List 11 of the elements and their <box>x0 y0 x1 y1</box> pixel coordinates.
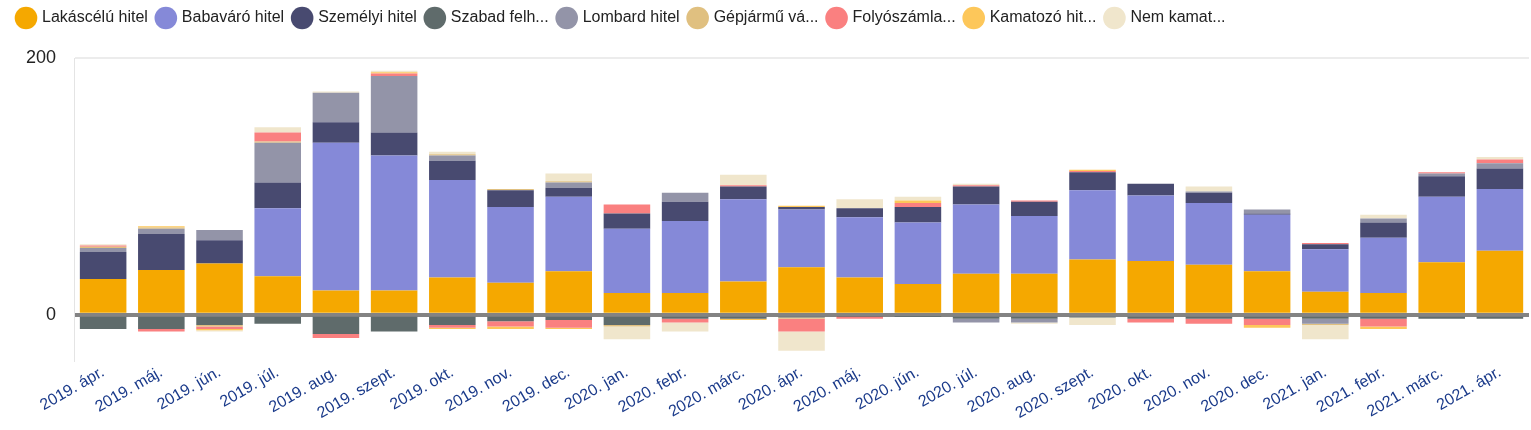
legend-label: Lakáscélú hitel <box>42 8 148 26</box>
legend-label: Gépjármű vá... <box>713 8 819 26</box>
legend-label: Lombard hitel <box>582 8 680 26</box>
legend-label: Folyószámla... <box>852 8 956 26</box>
legend-label: Babaváró hitel <box>181 8 285 26</box>
legend-label: Szabad felh... <box>450 8 549 26</box>
legend-label: Kamatozó hit... <box>989 8 1097 26</box>
legend-label: Személyi hitel <box>318 8 417 26</box>
legend-label: Nem kamat... <box>1130 8 1226 26</box>
y-tick-label: 0 <box>46 303 57 324</box>
y-tick-label: 200 <box>25 46 57 67</box>
